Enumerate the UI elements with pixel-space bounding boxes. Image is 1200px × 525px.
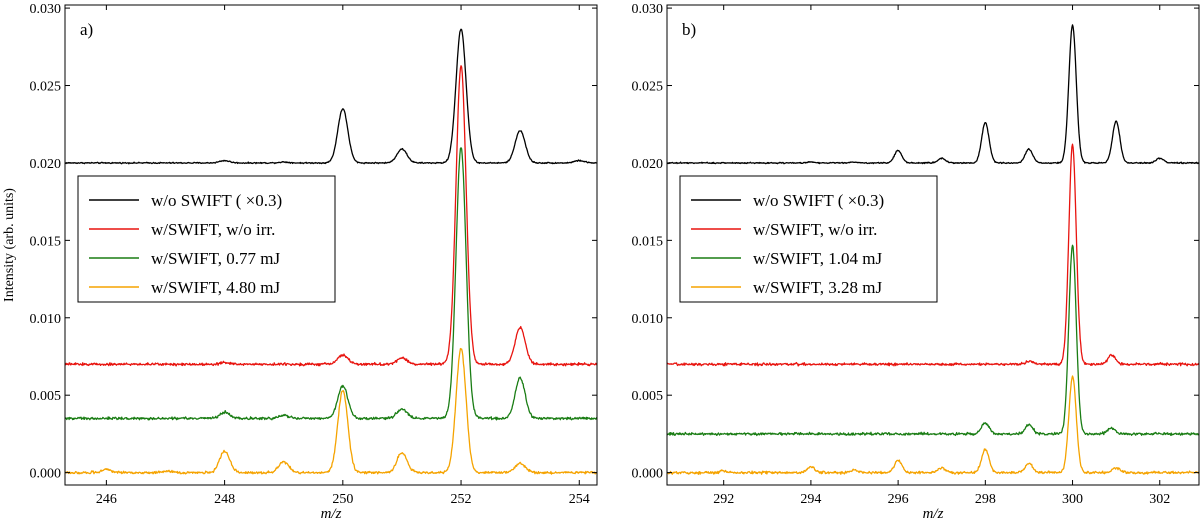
legend-entry: w/SWIFT, w/o irr.	[753, 220, 877, 239]
y-tick-label: 0.030	[30, 2, 62, 17]
series-line-0	[65, 28, 597, 165]
legend-entry: w/SWIFT, 1.04 mJ	[753, 249, 882, 268]
x-tick-label: 252	[451, 492, 472, 507]
legend-entry: w/SWIFT, w/o irr.	[151, 220, 275, 239]
series-line-2	[667, 244, 1199, 437]
x-tick-label: 300	[1062, 492, 1083, 507]
y-tick-label: 0.000	[30, 467, 62, 482]
legend-box	[77, 175, 336, 303]
series-line-2	[65, 147, 597, 421]
legend-entry: w/SWIFT, 3.28 mJ	[753, 278, 882, 297]
y-tick-label: 0.020	[632, 157, 664, 172]
legend-entry: w/SWIFT, 4.80 mJ	[151, 278, 280, 297]
x-tick-label: 296	[888, 492, 909, 507]
panel-b: 0.000 0.005 0.010 0.015 0.020 0.025 0.030 292 29…	[632, 2, 1200, 522]
series-line-1	[667, 143, 1199, 367]
y-tick-label: 0.015	[30, 234, 62, 249]
series-group	[667, 24, 1199, 475]
y-tick-label: 0.000	[632, 467, 664, 482]
y-tick-label: 0.010	[632, 312, 664, 327]
legend-entry: w/o SWIFT ( ×0.3)	[151, 191, 282, 210]
x-tick-label: 250	[332, 492, 353, 507]
plot-frame	[64, 4, 598, 486]
series-line-0	[667, 24, 1199, 165]
x-tick-label: 246	[96, 492, 117, 507]
x-axis-label: m/z	[923, 506, 944, 522]
y-tick-label: 0.020	[30, 157, 62, 172]
x-tick-label: 298	[975, 492, 996, 507]
legend-box	[679, 175, 938, 303]
y-tick-label: 0.010	[30, 312, 62, 327]
legend: w/o SWIFT ( ×0.3) w/SWIFT, w/o irr. w/SWIF…	[679, 175, 938, 303]
y-tick-label: 0.025	[632, 80, 664, 95]
legend: w/o SWIFT ( ×0.3) w/SWIFT, w/o irr. w/SWIF…	[77, 175, 336, 303]
x-tick-label: 294	[800, 492, 821, 507]
series-line-1	[65, 65, 597, 367]
x-tick-label: 292	[713, 492, 734, 507]
x-tick-label: 302	[1149, 492, 1170, 507]
y-tick-label: 0.015	[632, 234, 664, 249]
plot-frame	[666, 4, 1200, 486]
x-axis-label: m/z	[321, 506, 342, 522]
x-tick-label: 248	[214, 492, 235, 507]
legend-entry: w/SWIFT, 0.77 mJ	[151, 249, 280, 268]
x-tick-label: 254	[569, 492, 590, 507]
y-tick-label: 0.005	[632, 389, 664, 404]
y-axis-label: Intensity (arb. units)	[2, 188, 17, 302]
panel-label: a)	[80, 20, 93, 39]
panel-label: b)	[682, 20, 696, 39]
y-tick-label: 0.030	[632, 2, 664, 17]
series-line-3	[667, 375, 1199, 475]
series-line-3	[65, 347, 597, 475]
legend-entry: w/o SWIFT ( ×0.3)	[753, 191, 884, 210]
y-tick-label: 0.025	[30, 80, 62, 95]
series-group	[65, 28, 597, 475]
y-tick-label: 0.005	[30, 389, 62, 404]
panel-a: 0.000 0.005 0.010 0.015 0.020 0.025 0.030 246 24…	[2, 2, 598, 522]
